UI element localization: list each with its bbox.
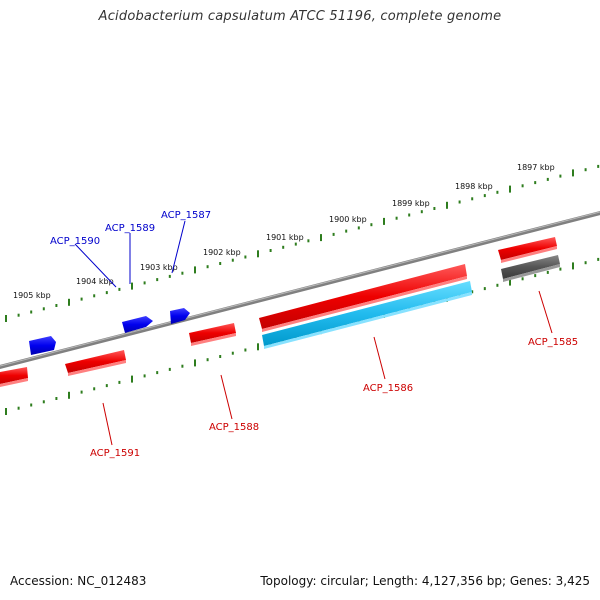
gene-acp-1585-pseudo[interactable] xyxy=(501,255,560,282)
scale-label-1897: 1897 kbp xyxy=(517,163,555,172)
scale-label-1899: 1899 kbp xyxy=(392,199,430,208)
gene-label-acp-1591: ACP_1591 xyxy=(90,448,140,459)
scale-label-1905: 1905 kbp xyxy=(13,291,51,300)
gene-acp-1591[interactable] xyxy=(0,367,28,387)
gene-acp-1587[interactable] xyxy=(170,308,190,324)
gene-acp-1590[interactable] xyxy=(29,336,56,355)
gene-acp-1591-b[interactable] xyxy=(65,350,126,376)
scale-label-1900: 1900 kbp xyxy=(329,215,367,224)
scale-labels: 1897 kbp 1898 kbp 1899 kbp 1900 kbp 1901… xyxy=(13,163,555,300)
genome-info-text: Topology: circular; Length: 4,127,356 bp… xyxy=(260,574,590,588)
genome-backbone xyxy=(0,211,600,369)
genome-backbone-highlight xyxy=(0,211,600,367)
gene-label-acp-1587: ACP_1587 xyxy=(161,210,211,221)
gene-acp-1589[interactable] xyxy=(122,316,153,333)
gene-acp-1586-forward[interactable] xyxy=(259,264,467,332)
accession-text: Accession: NC_012483 xyxy=(10,574,147,588)
gene-acp-1585-forward[interactable] xyxy=(498,237,557,263)
scale-label-1901: 1901 kbp xyxy=(266,233,304,242)
gene-label-acp-1589: ACP_1589 xyxy=(105,223,155,234)
gene-label-acp-1586: ACP_1586 xyxy=(363,383,413,394)
leader-lines xyxy=(74,220,553,446)
map-title: Acidobacterium capsulatum ATCC 51196, co… xyxy=(98,9,502,24)
gene-label-acp-1588: ACP_1588 xyxy=(209,422,259,433)
gene-label-acp-1585: ACP_1585 xyxy=(528,337,578,348)
gene-label-acp-1590: ACP_1590 xyxy=(50,236,100,247)
gene-acp-1586-rna[interactable] xyxy=(262,281,472,349)
gene-acp-1588[interactable] xyxy=(189,323,236,346)
scale-label-1903: 1903 kbp xyxy=(140,263,178,272)
scale-label-1904: 1904 kbp xyxy=(76,277,114,286)
scale-label-1898: 1898 kbp xyxy=(455,182,493,191)
scale-label-1902: 1902 kbp xyxy=(203,248,241,257)
